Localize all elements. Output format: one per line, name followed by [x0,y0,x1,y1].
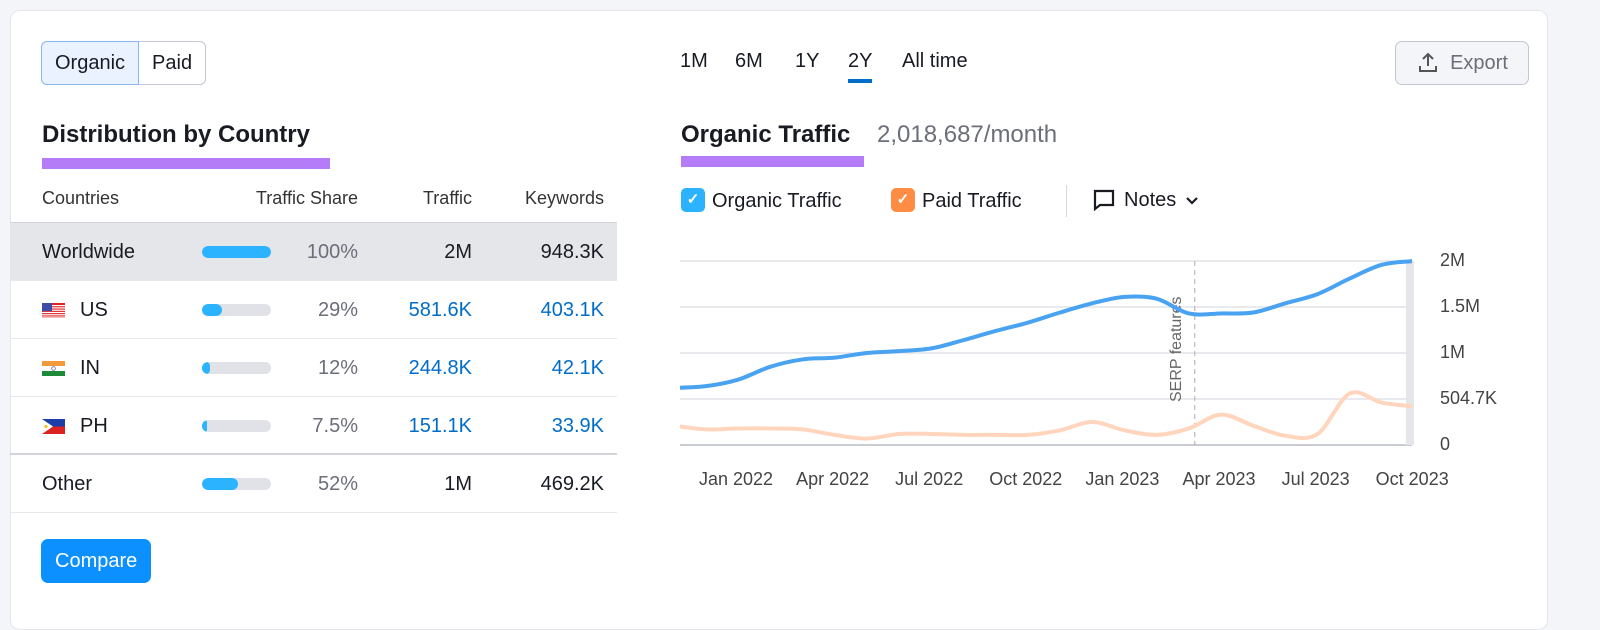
y-tick-label: 504.7K [1440,388,1498,408]
country-name: IN [80,357,100,379]
traffic-share: 100% [306,241,358,263]
x-tick-label: Jan 2022 [698,469,774,489]
keywords-value[interactable]: 33.9K [551,415,604,437]
traffic-share-bar [202,362,271,374]
export-button[interactable]: Export [1395,41,1529,85]
legend-paid[interactable]: Paid Traffic [922,190,1022,212]
table-row[interactable]: PH 7.5% 151.1K 33.9K [10,397,617,455]
keywords-value: 469.2K [540,473,604,495]
period-tab-6m[interactable]: 6M [735,50,763,72]
notes-dropdown[interactable]: Notes [1092,188,1200,212]
table-row[interactable]: US 29% 581.6K 403.1K [10,281,617,339]
x-tick-label: Oct 2023 [1375,469,1449,489]
x-tick-label: Apr 2023 [1182,469,1256,489]
chart-end-marker [1406,261,1414,445]
traffic-value: 1M [444,473,472,495]
organic-toggle[interactable]: Organic [41,41,140,85]
paid-toggle[interactable]: Paid [139,41,207,85]
traffic-value[interactable]: 581.6K [408,299,472,321]
keywords-value[interactable]: 42.1K [551,357,604,379]
title-underline [42,158,330,169]
export-icon [1419,52,1438,72]
traffic-value[interactable]: 244.8K [408,357,472,379]
col-keywords: Keywords [524,188,604,208]
organic-traffic-value: 2,018,687/month [877,121,1058,148]
y-tick-label: 1M [1440,342,1466,362]
distribution-title: Distribution by Country [42,121,310,148]
period-tab-all-time[interactable]: All time [902,50,968,72]
keywords-value: 948.3K [540,241,604,263]
traffic-share-bar [202,304,271,316]
traffic-chart: SERP features [680,259,1414,446]
traffic-share-bar [202,478,271,490]
organic-traffic-checkbox[interactable]: ✓ [681,188,705,212]
x-tick-label: Jul 2023 [1281,469,1350,489]
compare-button[interactable]: Compare [41,539,152,583]
col-traffic: Traffic [422,188,472,208]
india-flag-icon [42,361,65,376]
country-name: PH [80,415,108,437]
traffic-value: 2M [444,241,472,263]
country-name: US [80,299,108,321]
notes-icon [1093,189,1115,212]
paid-traffic-line [680,390,1412,441]
export-label: Export [1450,51,1508,74]
traffic-share: 52% [317,473,358,495]
us-flag-icon [42,303,65,318]
traffic-share: 29% [317,299,358,321]
paid-traffic-checkbox[interactable]: ✓ [891,188,915,212]
legend-organic[interactable]: Organic Traffic [712,190,842,212]
period-tab-1y[interactable]: 1Y [795,50,820,72]
organic-traffic-line [680,259,1412,390]
table-row[interactable]: IN 12% 244.8K 42.1K [10,339,617,397]
legend-divider [1066,185,1067,217]
period-tab-2y[interactable]: 2Y [848,50,873,83]
keywords-value[interactable]: 403.1K [540,299,604,321]
table-row[interactable]: Other 52% 1M 469.2K [10,455,617,513]
x-tick-label: Apr 2022 [796,469,870,489]
country-name: Worldwide [42,241,135,263]
title-underline [681,156,864,167]
traffic-type-toggle: Organic Paid [41,41,207,85]
traffic-share: 12% [317,357,358,379]
period-tab-1m[interactable]: 1M [680,50,708,72]
serp-features-label: SERP features [1168,296,1185,402]
table-row[interactable]: Worldwide 100% 2M 948.3K [10,223,617,281]
traffic-share: 7.5% [312,415,358,437]
traffic-card [10,10,1548,630]
y-tick-label: 0 [1440,434,1451,454]
country-name: Other [42,473,93,495]
traffic-share-bar [202,246,271,258]
col-countries: Countries [42,188,120,208]
organic-traffic-title: Organic Traffic [681,121,851,148]
col-traffic-share: Traffic Share [255,188,358,208]
x-tick-label: Jul 2022 [895,469,964,489]
y-tick-label: 1.5M [1440,296,1481,316]
y-tick-label: 2M [1440,250,1466,270]
notes-label: Notes [1124,188,1177,211]
x-tick-label: Oct 2022 [989,469,1063,489]
x-tick-label: Jan 2023 [1085,469,1160,489]
traffic-value[interactable]: 151.1K [408,415,472,437]
chevron-down-icon [1186,197,1199,205]
philippines-flag-icon [42,419,65,434]
traffic-share-bar [202,420,271,432]
